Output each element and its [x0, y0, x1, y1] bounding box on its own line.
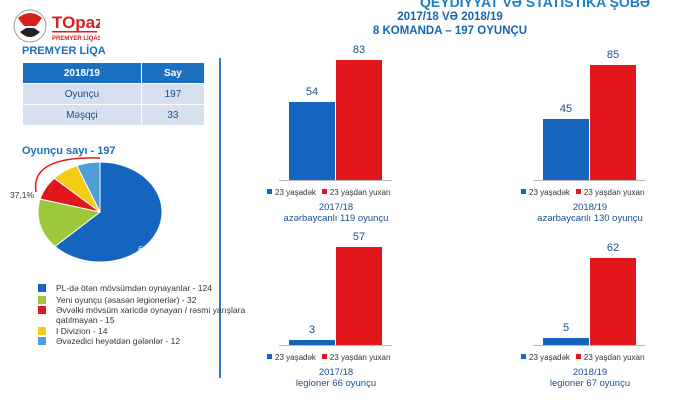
- bar-legend-item: 23 yaşdan yuxarı: [575, 188, 645, 197]
- bar-value-label: 3: [308, 323, 316, 336]
- legend-swatch: [38, 327, 46, 335]
- bar-value-label: 62: [606, 242, 620, 255]
- bar: [590, 65, 636, 180]
- caption-group: legioner 67 oyunçu: [549, 378, 631, 389]
- table-row: Məşqçi 33: [22, 104, 206, 126]
- x-axis: [533, 345, 646, 346]
- caption-season: 2017/18: [318, 367, 354, 378]
- legend-swatch: [38, 337, 46, 345]
- pie-title: Oyunçu sayı - 197: [22, 145, 116, 157]
- table-row: Oyunçu 197: [22, 83, 206, 105]
- cell: 197: [140, 83, 206, 105]
- stats-table: 2018/19 Say Oyunçu 197 Məşqçi 33: [22, 62, 206, 126]
- bar-value-label: 45: [559, 103, 573, 116]
- caption-season: 2018/19: [572, 367, 608, 378]
- bar-chart-caption: 2018/19 azərbaycanlı 130 oyunçu: [490, 202, 690, 224]
- table-header-row: 2018/19 Say: [22, 62, 206, 84]
- bar: [289, 101, 335, 180]
- caption-group: azərbaycanlı 130 oyunçu: [537, 213, 643, 224]
- caption-group: azərbaycanlı 119 oyunçu: [283, 213, 389, 224]
- bar: [289, 339, 335, 345]
- caption-season: 2017/18: [318, 202, 354, 213]
- bar-legend-item: 23 yaşadək: [521, 353, 570, 362]
- cell: 33: [140, 104, 206, 126]
- svg-text:PREMYER LİQASI: PREMYER LİQASI: [52, 35, 100, 42]
- bar-value-label: 85: [606, 49, 620, 62]
- bar-legend-item: 23 yaşadək: [267, 353, 316, 362]
- header-season: 2018/19: [22, 62, 142, 84]
- subtitle: 2017/18 VƏ 2018/19 8 KOMANDA – 197 OYUNÇ…: [300, 10, 600, 38]
- bar-chart-caption: 2017/18 legioner 66 oyunçu: [236, 367, 436, 389]
- cell: Oyunçu: [22, 83, 142, 105]
- legend-swatch: [38, 296, 46, 304]
- bar: [336, 247, 382, 345]
- legend-swatch: [38, 284, 46, 292]
- bar: [590, 258, 636, 345]
- legend-item: I Divizion - 14: [38, 326, 246, 336]
- bar-value-label: 57: [352, 231, 366, 244]
- page-title: QEYDİYYAT VƏ STATİSTİKA ŞÖBƏ: [420, 0, 651, 10]
- highlight-arc: [34, 157, 101, 193]
- bar: [336, 60, 382, 180]
- bar-legend-item: 23 yaşdan yuxarı: [321, 188, 391, 197]
- bar-legend-item: 23 yaşdan yuxarı: [321, 353, 391, 362]
- divider: [219, 58, 221, 378]
- topaz-logo: TOpaz PREMYER LİQASI: [10, 6, 104, 46]
- section-title: PREMYER LİQA: [22, 45, 106, 57]
- pie-percent-label: 62,9%: [138, 244, 163, 254]
- bar-value-label: 83: [352, 44, 366, 56]
- legend-label: Əvəzedici heyətdən gələnlər - 12: [56, 336, 181, 346]
- svg-text:TOpaz: TOpaz: [52, 13, 100, 32]
- pie-slice: [54, 161, 163, 263]
- subtitle-summary: 8 KOMANDA – 197 OYUNÇU: [372, 25, 528, 37]
- legend-label: Yeni oyunçu (əsasən legionerlər) - 32: [56, 295, 197, 305]
- pie-chart: 62,9% 37,1%: [10, 157, 163, 263]
- legend-item: Əvvəlki mövsüm xaricdə oynayan / rəsmi y…: [38, 305, 246, 325]
- bar-legend: 23 yaşadək 23 yaşdan yuxarı: [267, 353, 397, 362]
- caption-season: 2018/19: [572, 202, 608, 213]
- bar-value-label: 54: [305, 85, 319, 98]
- legend-item: Yeni oyunçu (əsasən legionerlər) - 32: [38, 295, 246, 305]
- bar: [543, 338, 589, 345]
- legend-item: Əvəzedici heyətdən gələnlər - 12: [38, 336, 246, 346]
- legend-swatch: [38, 306, 46, 314]
- pie-slice: [37, 198, 102, 247]
- bar-legend: 23 yaşadək 23 yaşdan yuxarı: [267, 188, 397, 197]
- bar-legend: 23 yaşadək 23 yaşdan yuxarı: [521, 188, 651, 197]
- legend-label: PL-də ötən mövsümdən oynayanlar - 124: [56, 283, 212, 293]
- bar-chart-caption: 2017/18 azərbaycanlı 119 oyunçu: [236, 202, 436, 224]
- bar: [543, 119, 589, 180]
- legend-item: PL-də ötən mövsümdən oynayanlar - 124: [38, 283, 246, 293]
- legend-label: I Divizion - 14: [56, 326, 108, 336]
- legend-label: Əvvəlki mövsüm xaricdə oynayan / rəsmi y…: [56, 305, 246, 325]
- bar-legend-item: 23 yaşadək: [267, 188, 316, 197]
- bar-legend: 23 yaşadək 23 yaşdan yuxarı: [521, 353, 651, 362]
- header-count: Say: [140, 62, 206, 84]
- bar-legend-item: 23 yaşadək: [521, 188, 570, 197]
- caption-group: legioner 66 oyunçu: [295, 378, 377, 389]
- x-axis: [279, 345, 392, 346]
- bar-legend-item: 23 yaşdan yuxarı: [575, 353, 645, 362]
- bar-chart-caption: 2018/19 legioner 67 oyunçu: [490, 367, 690, 389]
- subtitle-seasons: 2017/18 VƏ 2018/19: [397, 11, 503, 23]
- x-axis: [533, 180, 646, 181]
- pie-percent-label: 37,1%: [10, 190, 35, 200]
- pie-slice: [76, 161, 101, 213]
- cell: Məşqçi: [22, 104, 142, 126]
- bar-value-label: 5: [562, 322, 570, 335]
- x-axis: [279, 180, 392, 181]
